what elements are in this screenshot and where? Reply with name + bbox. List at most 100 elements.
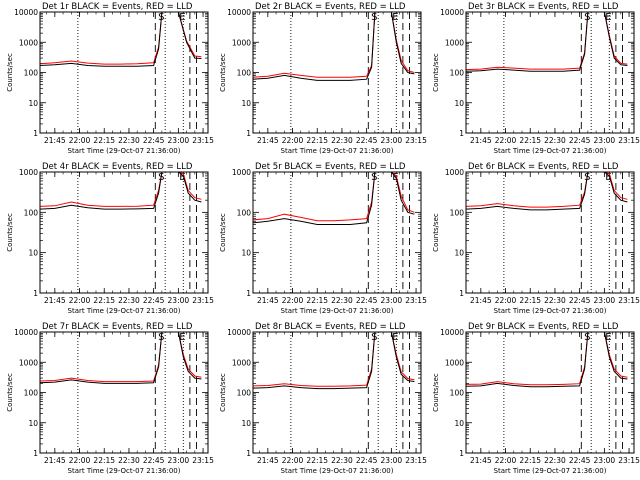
plot-frame xyxy=(39,331,209,454)
x-tick-label: 21:45 xyxy=(44,456,66,465)
x-tick-label: 22:30 xyxy=(331,456,353,465)
x-tick-label: 21:45 xyxy=(470,136,492,145)
panel-3: Det 3r BLACK = Events, RED = LLD Start Ti… xyxy=(432,2,640,155)
plot-frame xyxy=(252,171,422,294)
panel-title: Det 2r BLACK = Events, RED = LLD xyxy=(255,2,406,12)
events-series-line xyxy=(39,331,202,384)
panel-title: Det 5r BLACK = Events, RED = LLD xyxy=(255,162,406,172)
panel-2: Det 2r BLACK = Events, RED = LLD Start Ti… xyxy=(219,2,427,155)
x-tick-label: 23:15 xyxy=(192,136,214,145)
y-axis-label: Counts/sec xyxy=(432,53,440,92)
x-tick-label: 22:45 xyxy=(143,136,165,145)
panel-5: Det 5r BLACK = Events, RED = LLD Start Ti… xyxy=(219,162,427,315)
events-series-line xyxy=(465,171,628,211)
y-tick-label: 100 xyxy=(237,208,252,217)
x-axis-label: Start Time (29-Oct-07 21:36:00) xyxy=(68,147,181,155)
panel-title: Det 9r BLACK = Events, RED = LLD xyxy=(468,322,619,332)
x-axis-label: Start Time (29-Oct-07 21:36:00) xyxy=(281,147,394,155)
y-tick-label: 1 xyxy=(459,289,464,298)
x-tick-label: 23:15 xyxy=(618,456,640,465)
panel-title: Det 6r BLACK = Events, RED = LLD xyxy=(468,162,619,172)
x-tick-label: 22:45 xyxy=(356,296,378,305)
x-tick-label: 22:30 xyxy=(331,296,353,305)
panel-9: Det 9r BLACK = Events, RED = LLD Start Ti… xyxy=(432,322,640,475)
x-tick-label: 21:45 xyxy=(257,136,279,145)
x-tick-label: 22:15 xyxy=(93,456,115,465)
x-tick-label: 22:00 xyxy=(282,136,304,145)
y-axis-label: Counts/sec xyxy=(219,373,227,412)
y-tick-label: 1000 xyxy=(19,168,38,177)
x-axis-label: Start Time (29-Oct-07 21:36:00) xyxy=(281,307,394,315)
events-series-line xyxy=(465,331,628,388)
x-tick-label: 22:30 xyxy=(331,136,353,145)
y-tick-label: 1 xyxy=(33,449,38,458)
y-tick-label: 1 xyxy=(459,129,464,138)
y-tick-label: 100 xyxy=(24,389,39,398)
x-tick-label: 23:15 xyxy=(405,136,427,145)
x-tick-label: 22:45 xyxy=(569,456,591,465)
y-tick-label: 100 xyxy=(237,389,252,398)
x-tick-label: 22:15 xyxy=(519,136,541,145)
x-tick-label: 22:15 xyxy=(519,296,541,305)
y-tick-label: 10000 xyxy=(14,8,38,17)
y-tick-label: 100 xyxy=(237,69,252,78)
x-tick-label: 22:30 xyxy=(544,296,566,305)
lld-series-line xyxy=(465,11,628,71)
panel-title: Det 8r BLACK = Events, RED = LLD xyxy=(255,322,406,332)
x-tick-label: 23:00 xyxy=(381,296,403,305)
y-tick-label: 1000 xyxy=(232,38,251,47)
end-marker-label: E xyxy=(179,172,185,183)
panel-title: Det 1r BLACK = Events, RED = LLD xyxy=(42,2,193,12)
x-tick-label: 21:45 xyxy=(44,136,66,145)
x-tick-label: 23:00 xyxy=(594,296,616,305)
x-tick-label: 22:30 xyxy=(118,296,140,305)
plot-frame xyxy=(39,171,209,294)
y-axis-label: Counts/sec xyxy=(219,53,227,92)
y-axis-label: Counts/sec xyxy=(6,213,14,252)
x-tick-label: 21:45 xyxy=(470,296,492,305)
y-tick-label: 10 xyxy=(241,249,251,258)
panel-6: Det 6r BLACK = Events, RED = LLD Start Ti… xyxy=(432,162,640,315)
y-tick-label: 1 xyxy=(459,449,464,458)
x-tick-label: 22:45 xyxy=(143,296,165,305)
y-tick-label: 10 xyxy=(241,99,251,108)
x-tick-label: 22:00 xyxy=(495,296,517,305)
y-tick-label: 10 xyxy=(241,419,251,428)
x-tick-label: 23:00 xyxy=(168,296,190,305)
x-tick-label: 22:15 xyxy=(306,296,328,305)
x-tick-label: 22:15 xyxy=(519,456,541,465)
x-tick-label: 21:45 xyxy=(257,456,279,465)
y-tick-label: 100 xyxy=(24,69,39,78)
y-tick-label: 100 xyxy=(450,389,465,398)
x-tick-label: 22:00 xyxy=(282,296,304,305)
x-tick-label: 22:45 xyxy=(143,456,165,465)
x-tick-label: 23:15 xyxy=(405,456,427,465)
panel-7: Det 7r BLACK = Events, RED = LLD Start Ti… xyxy=(6,322,214,475)
x-tick-label: 23:15 xyxy=(618,296,640,305)
y-axis-label: Counts/sec xyxy=(6,373,14,412)
y-tick-label: 10 xyxy=(454,249,464,258)
y-tick-label: 100 xyxy=(24,208,39,217)
x-tick-label: 23:00 xyxy=(168,456,190,465)
events-series-line xyxy=(252,171,415,225)
x-tick-label: 22:45 xyxy=(356,136,378,145)
y-tick-label: 10000 xyxy=(14,328,38,337)
x-axis-label: Start Time (29-Oct-07 21:36:00) xyxy=(68,307,181,315)
y-tick-label: 10000 xyxy=(227,328,251,337)
x-tick-label: 22:00 xyxy=(495,456,517,465)
events-series-line xyxy=(252,331,415,390)
x-tick-label: 22:00 xyxy=(69,456,91,465)
panel-1: Det 1r BLACK = Events, RED = LLD Start Ti… xyxy=(6,2,214,155)
y-tick-label: 100 xyxy=(450,69,465,78)
end-marker-label: E xyxy=(605,172,611,183)
x-tick-label: 22:00 xyxy=(69,136,91,145)
y-tick-label: 1 xyxy=(33,129,38,138)
x-tick-label: 22:45 xyxy=(569,296,591,305)
lld-series-line xyxy=(39,11,202,65)
end-marker-label: E xyxy=(392,12,398,23)
x-axis-label: Start Time (29-Oct-07 21:36:00) xyxy=(494,307,607,315)
y-tick-label: 10 xyxy=(454,99,464,108)
x-tick-label: 22:00 xyxy=(495,136,517,145)
x-axis-label: Start Time (29-Oct-07 21:36:00) xyxy=(494,467,607,475)
plot-frame xyxy=(465,171,635,294)
